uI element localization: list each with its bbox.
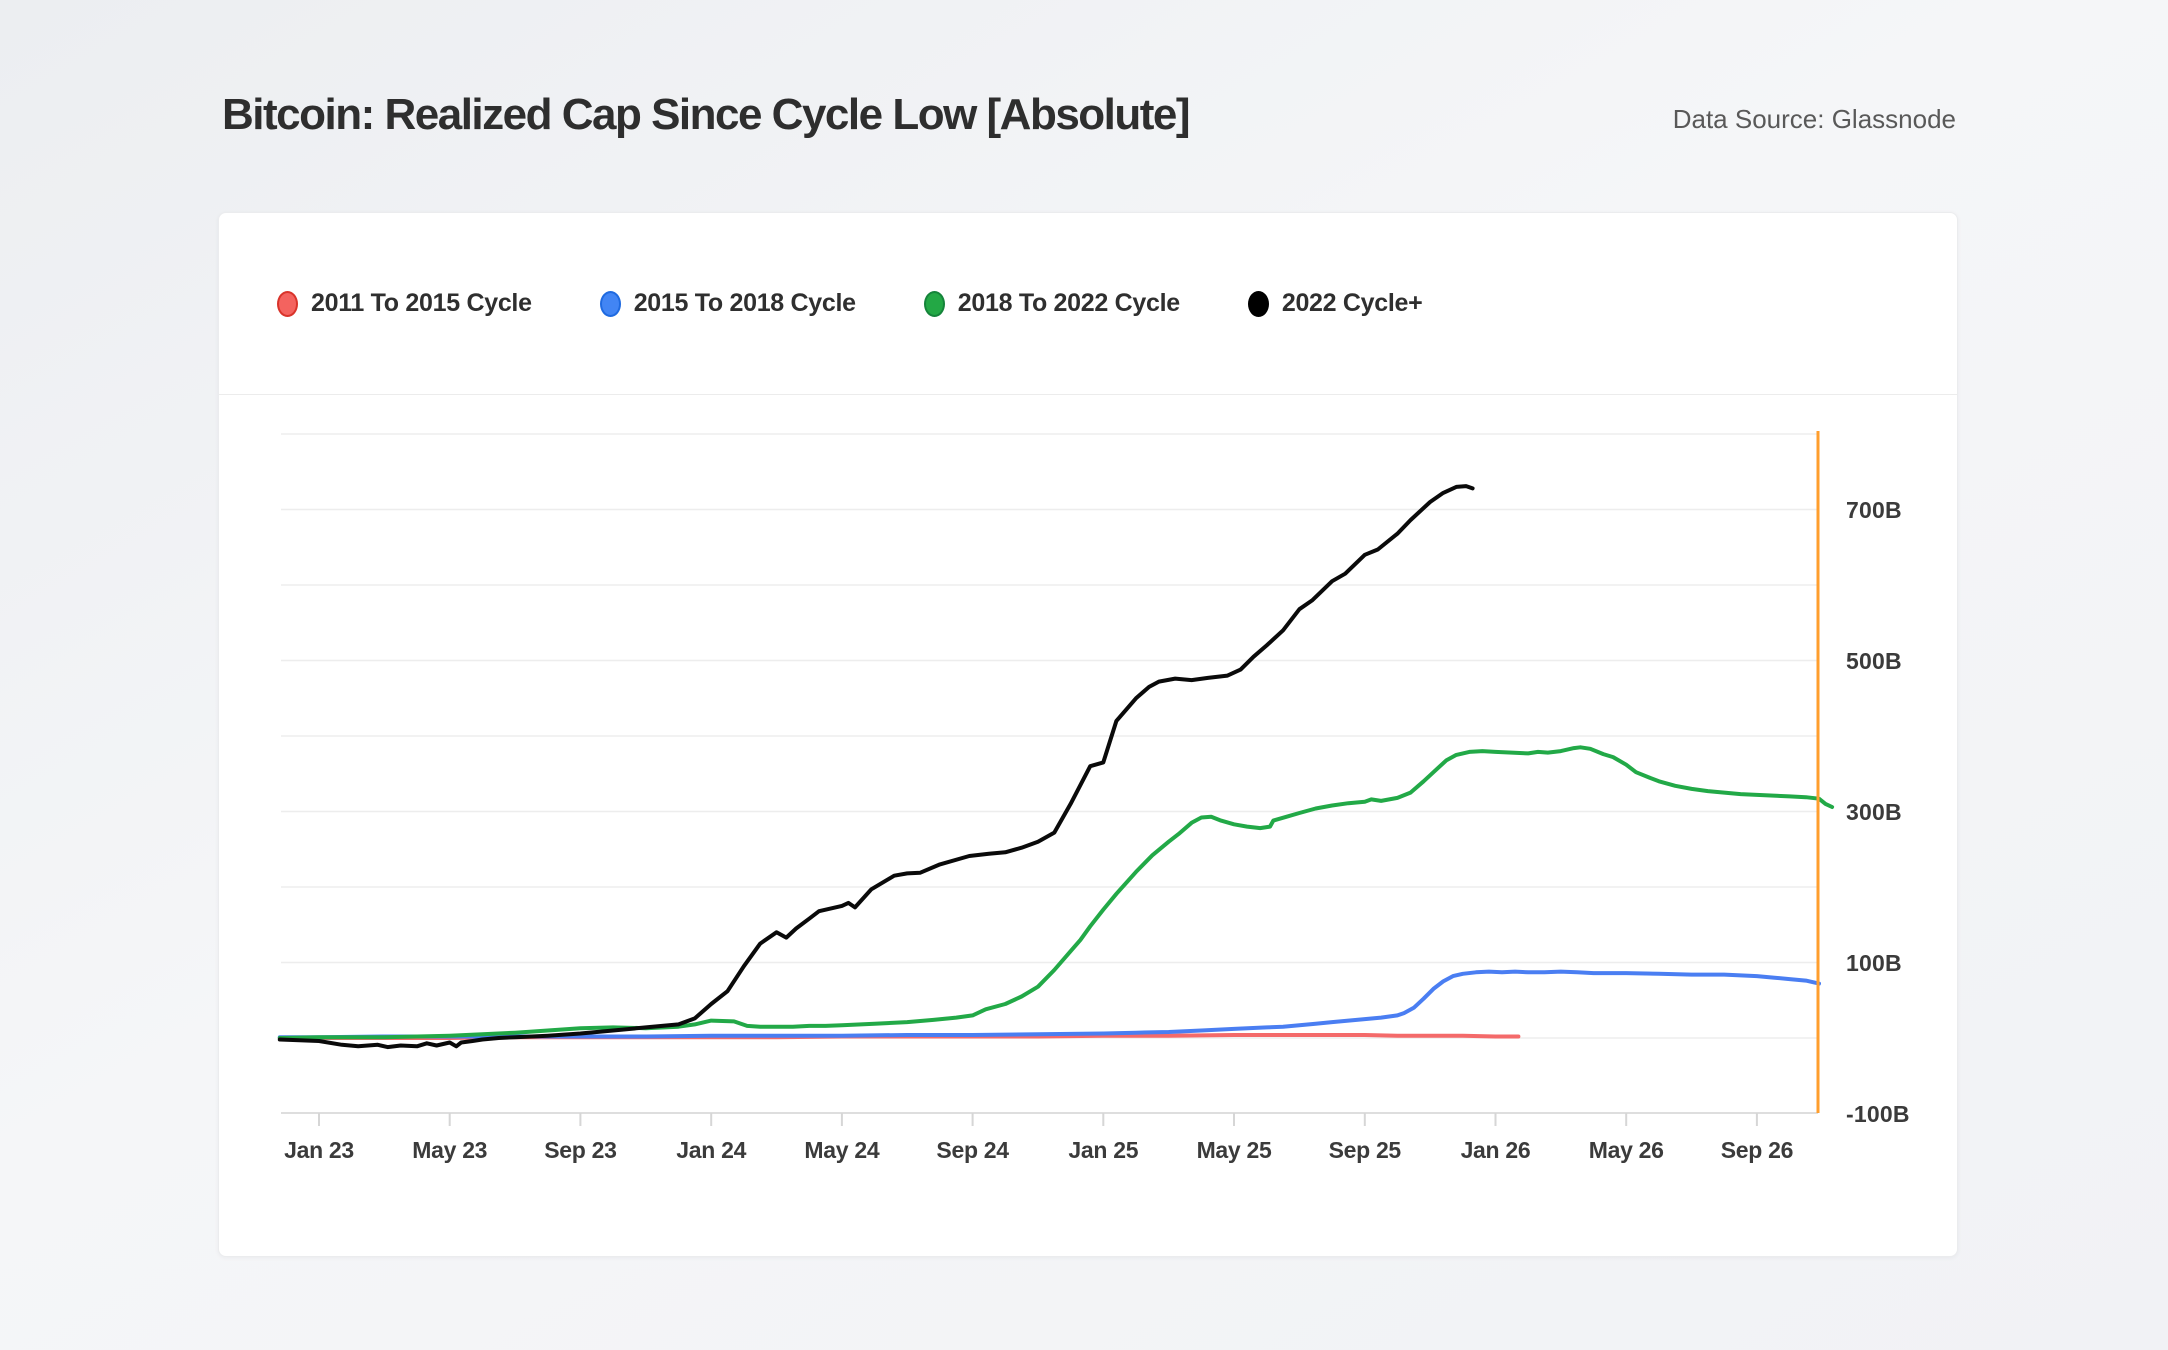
legend-item-label: 2018 To 2022 Cycle [958, 289, 1180, 318]
legend-marker-black-icon [1248, 291, 1269, 317]
legend-item-2022-plus[interactable]: 2022 Cycle+ [1248, 289, 1423, 318]
y-tick-label: 100B [1846, 948, 1902, 978]
legend-marker-blue-icon [600, 291, 621, 317]
y-tick-label: -100B [1846, 1099, 1910, 1129]
x-tick-label: Sep 23 [544, 1133, 616, 1167]
legend-item-label: 2022 Cycle+ [1282, 289, 1423, 318]
x-tick-label: Jan 23 [284, 1133, 354, 1167]
legend-item-label: 2015 To 2018 Cycle [634, 289, 856, 318]
x-tick-label: Sep 26 [1721, 1133, 1793, 1167]
series-line-2018-to-2022-cycle [280, 747, 1832, 1038]
legend-item-2015-2018[interactable]: 2015 To 2018 Cycle [600, 289, 856, 318]
series-line-2015-to-2018-cycle [280, 972, 1819, 1038]
x-tick-label: May 23 [412, 1133, 487, 1167]
legend-item-2018-2022[interactable]: 2018 To 2022 Cycle [924, 289, 1180, 318]
y-tick-label: 700B [1846, 495, 1902, 525]
chart-legend: 2011 To 2015 Cycle 2015 To 2018 Cycle 20… [219, 213, 1957, 394]
x-tick-label: Sep 25 [1329, 1133, 1401, 1167]
x-tick-label: Sep 24 [936, 1133, 1008, 1167]
x-tick-label: May 26 [1589, 1133, 1664, 1167]
y-tick-label: 500B [1846, 646, 1902, 676]
legend-marker-green-icon [924, 291, 945, 317]
x-tick-label: May 25 [1197, 1133, 1272, 1167]
page-title: Bitcoin: Realized Cap Since Cycle Low [A… [222, 90, 1189, 140]
legend-item-label: 2011 To 2015 Cycle [311, 289, 532, 318]
legend-marker-red-icon [277, 291, 298, 317]
x-tick-label: Jan 25 [1068, 1133, 1138, 1167]
x-tick-label: Jan 24 [676, 1133, 746, 1167]
chart-card: 2011 To 2015 Cycle 2015 To 2018 Cycle 20… [218, 212, 1958, 1257]
legend-divider [219, 394, 1957, 395]
y-tick-label: 300B [1846, 797, 1902, 827]
x-tick-label: May 24 [804, 1133, 879, 1167]
legend-item-2011-2015[interactable]: 2011 To 2015 Cycle [277, 289, 532, 318]
data-source-label: Data Source: Glassnode [1673, 104, 1956, 135]
x-tick-label: Jan 26 [1461, 1133, 1531, 1167]
chart-plot-area[interactable] [281, 431, 1821, 1131]
